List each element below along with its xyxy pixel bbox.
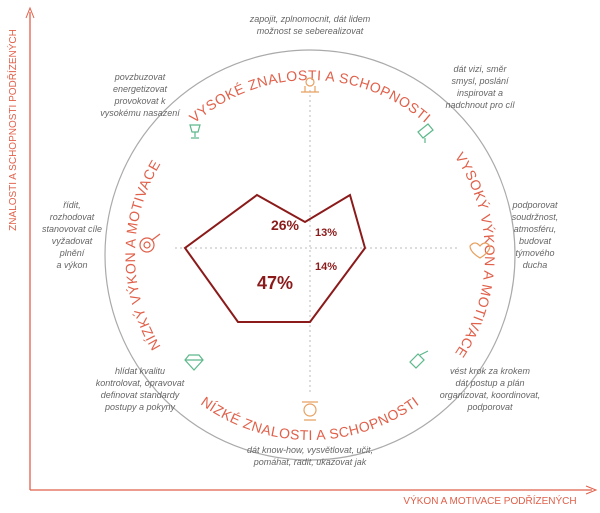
note-line: plnění (59, 248, 86, 258)
note-line: inspirovat a (457, 88, 503, 98)
note-line: provokovat k (113, 96, 166, 106)
note-line: podporovat (511, 200, 558, 210)
percentage: 14% (315, 261, 337, 273)
note-line: soudržnost, (512, 212, 559, 222)
note-line: nadchnout pro cíl (445, 100, 515, 110)
icons (139, 77, 491, 421)
note-line: energetizovat (113, 84, 168, 94)
note-line: a výkon (56, 260, 87, 270)
note-line: vyžadovat (52, 236, 93, 246)
icon (302, 401, 318, 421)
note-line: řídit, (63, 200, 81, 210)
x-axis-label: VÝKON A MOTIVACE PODŘÍZENÝCH (403, 494, 576, 507)
y-arrow (25, 6, 35, 19)
icon (409, 350, 429, 369)
note-line: podporovat (466, 402, 513, 412)
icon (301, 77, 319, 93)
note-line: zapojit, zplnomocnit, dát lidem (249, 14, 371, 24)
note-line: rozhodovat (50, 212, 95, 222)
note-line: dát postup a plán (455, 378, 524, 388)
circle-label-bottom: NÍZKÉ ZNALOSTI A SCHOPNOSTI (198, 393, 421, 443)
note-line: organizovat, koordinovat, (440, 390, 541, 400)
note-line: možnost se seberealizovat (257, 26, 364, 36)
icon (189, 124, 201, 139)
note-line: smysl, poslání (451, 76, 510, 86)
percentage: 47% (257, 273, 293, 293)
notes: zapojit, zplnomocnit, dát lidem možnost s… (42, 14, 558, 467)
circle-label: NÍZKÉ ZNALOSTI A SCHOPNOSTI (198, 393, 421, 443)
note-line: definovat standardy (101, 390, 180, 400)
profile-polygon (183, 193, 367, 323)
circle-label: NÍZKÝ VÝKON A MOTIVACE (122, 157, 164, 353)
note-line: kontrolovat, opravovat (96, 378, 185, 388)
note-line: povzbuzovat (114, 72, 166, 82)
icon (417, 123, 434, 143)
note-line: vést krok za krokem (450, 366, 531, 376)
note-line: dát know-how, vysvětlovat, učit, (247, 445, 373, 455)
note-line: stanovovat cíle (42, 224, 102, 234)
circle (104, 49, 516, 461)
note-line: týmového (515, 248, 554, 258)
circle-label-left: NÍZKÝ VÝKON A MOTIVACE (122, 157, 163, 353)
icon (184, 354, 204, 371)
note-line: atmosféru, (514, 224, 557, 234)
note-line: hlídat kvalitu (115, 366, 165, 376)
note-line: vysokému nasazení (100, 108, 181, 118)
icon (139, 233, 161, 253)
note-line: dát vizi, směr (453, 64, 507, 74)
x-arrow (585, 485, 598, 495)
note-line: pomáhat, radit, ukazovat jak (253, 457, 367, 467)
note-line: budovat (519, 236, 552, 246)
y-axis-label: ZNALOSTI A SCHOPNOSTI PODŘÍZENÝCH (6, 29, 19, 231)
percentage: 26% (271, 217, 300, 233)
note-line: ducha (523, 260, 548, 270)
icon (469, 242, 491, 259)
note-line: postupy a pokyny (104, 402, 176, 412)
percentage: 13% (315, 227, 337, 239)
